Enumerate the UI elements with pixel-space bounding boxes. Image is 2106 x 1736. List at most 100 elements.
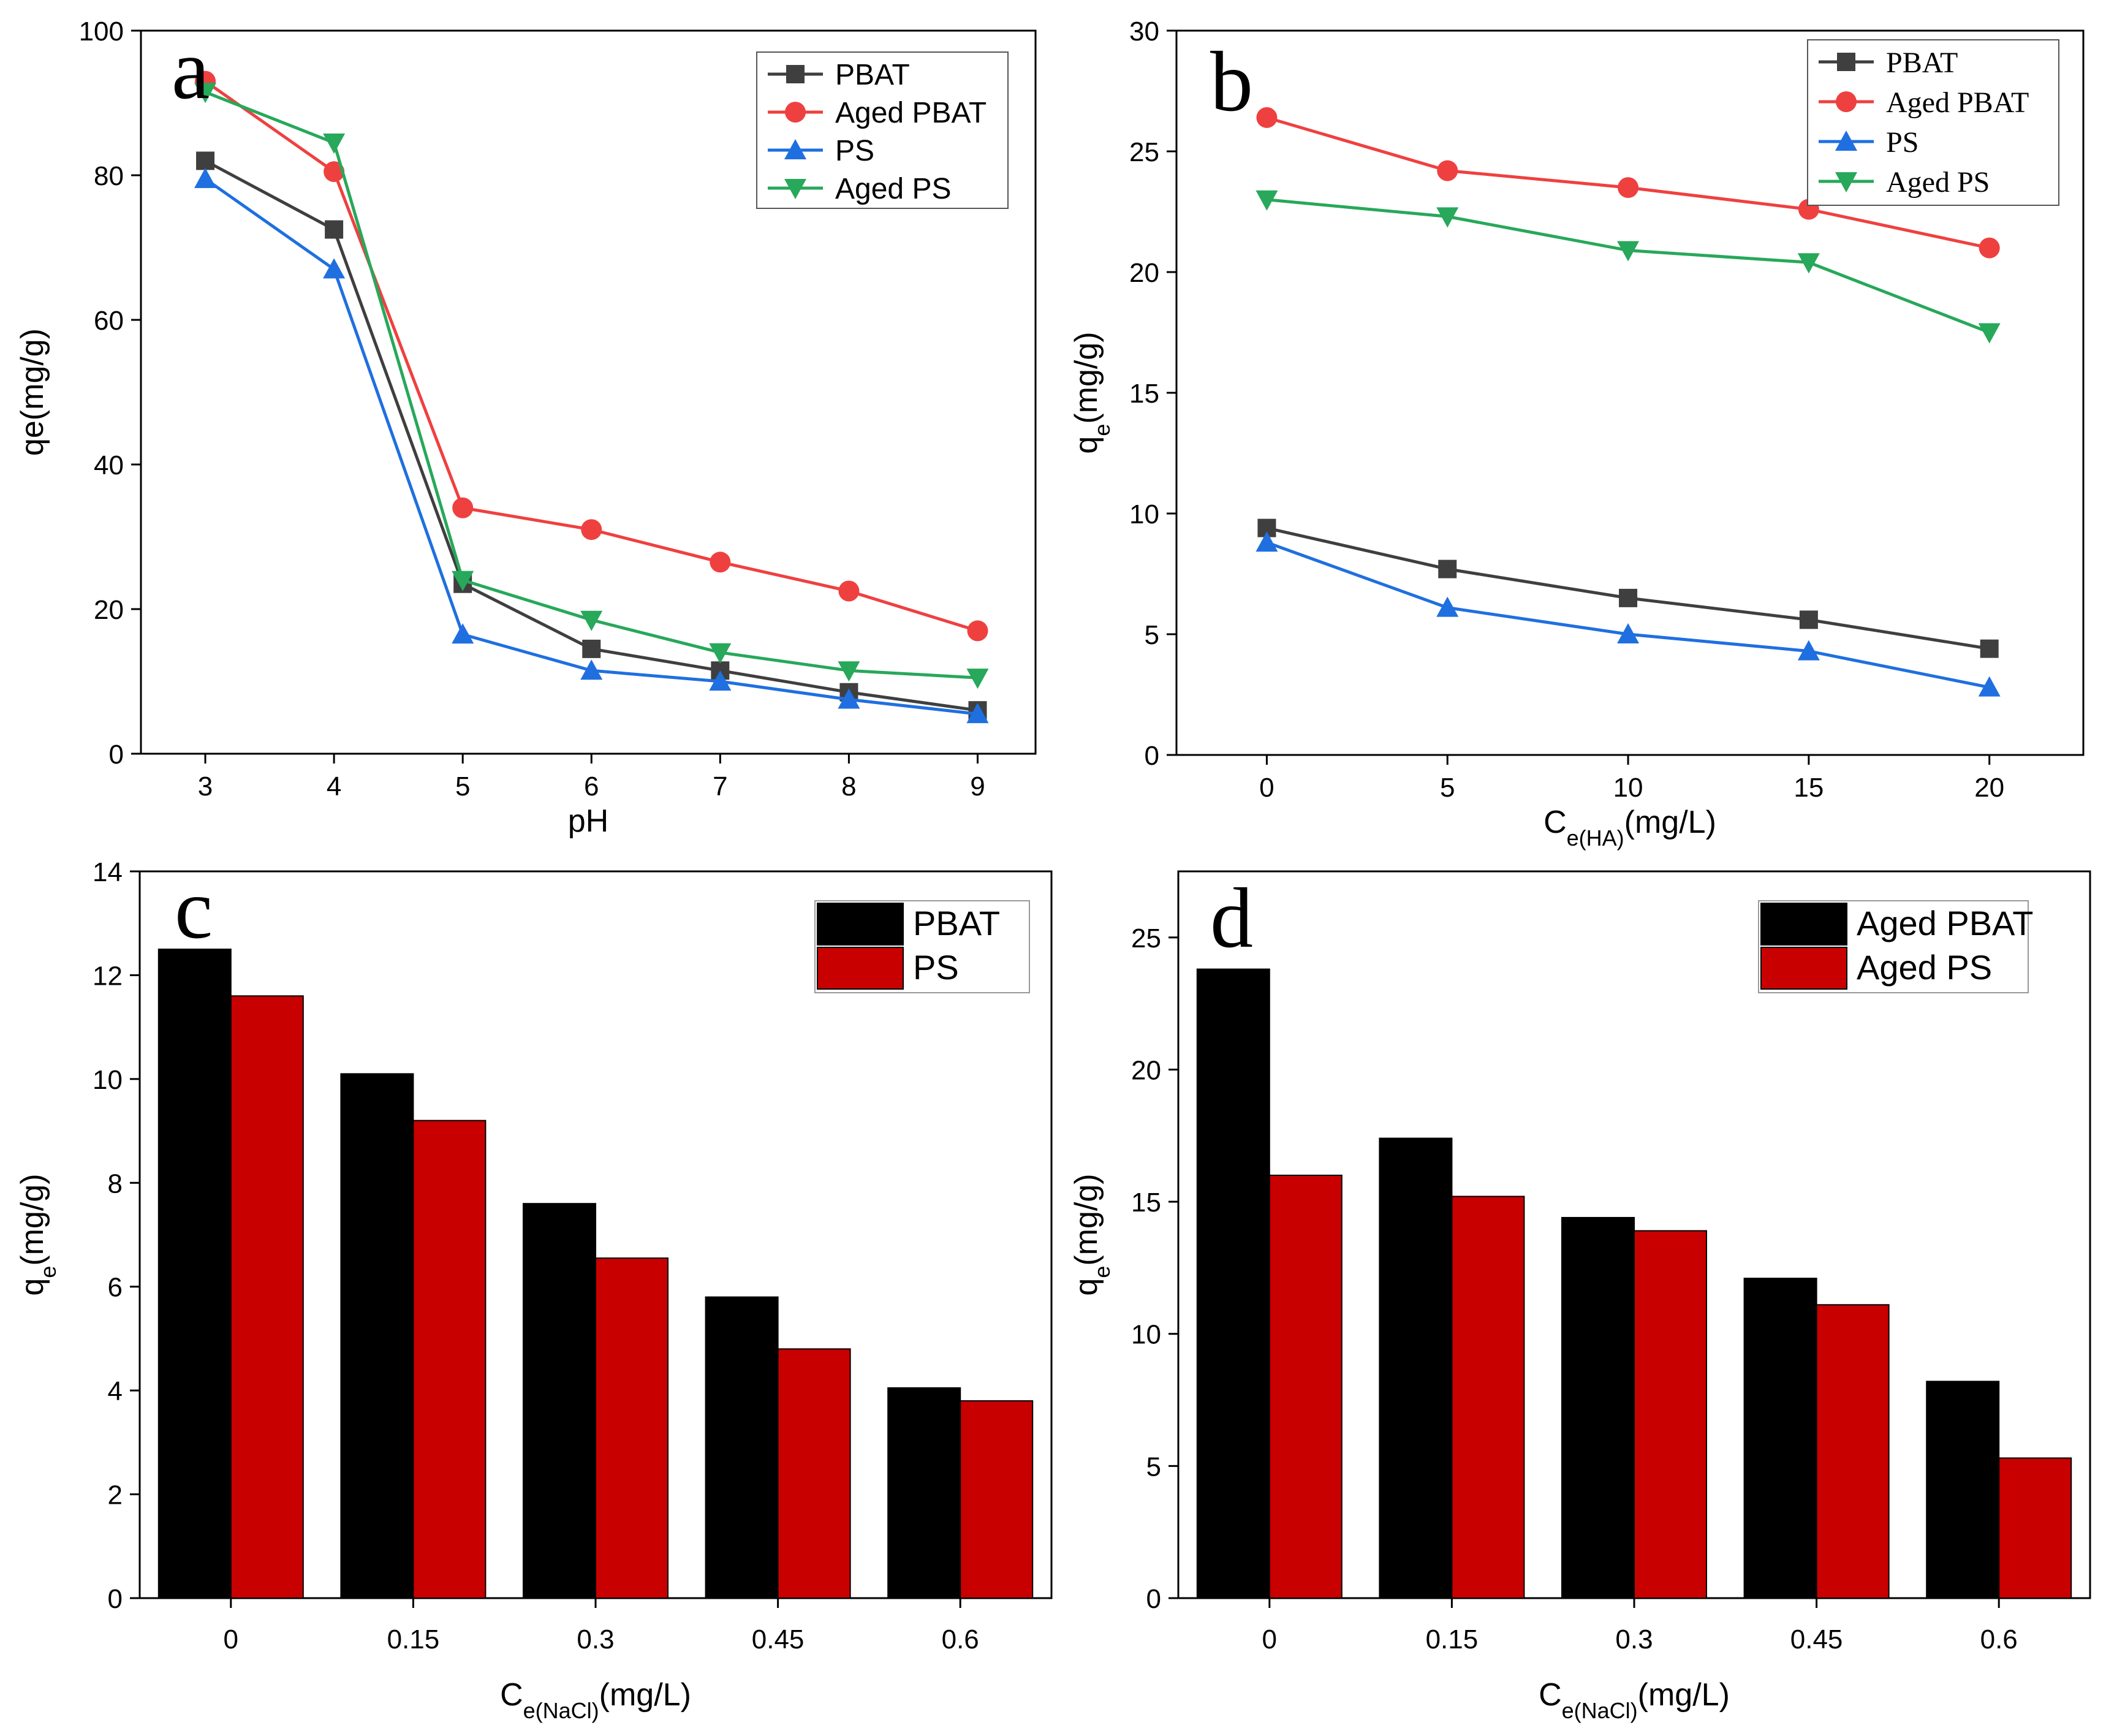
panel-a-series-ps-line <box>204 177 978 716</box>
panel-d-xtick-label: 0.45 <box>1790 1624 1843 1655</box>
panel-a-ytick-label: 80 <box>94 161 124 191</box>
panel-d-ytick-label: 20 <box>1131 1055 1161 1085</box>
panel-d-bar-aged-pbat <box>1561 1216 1635 1599</box>
panel-b-series-aged-pbat-point <box>1979 237 2000 259</box>
panel-c-bar-ps <box>412 1120 487 1599</box>
panel-a-legend-label: Aged PS <box>835 173 951 205</box>
panel-c: 0 2 4 6 8 10 12 14 0 0.15 0.3 0.45 0.6 PBAT PS qe(mg/g)… <box>15 857 1053 1723</box>
panel-a-series-pbat-point <box>196 151 215 170</box>
panel-a-xtick-label: 9 <box>970 771 985 802</box>
panel-b-legend-label: Aged PS <box>1886 166 1990 199</box>
panel-a-legend-marker <box>784 139 806 159</box>
panel-a-series-aged-ps-point <box>452 570 474 591</box>
panel-c-bar-pbat <box>523 1203 596 1599</box>
panel-b-ylabel: qe(mg/g) <box>1069 332 1115 453</box>
panel-a-series-ps-point <box>709 670 732 691</box>
panel-a-series-aged-pbat-point <box>710 552 731 573</box>
panel-b-ytick-label: 25 <box>1129 137 1159 167</box>
panel-b-xlabel: Ce(HA)(mg/L) <box>1544 805 1716 851</box>
panel-a-legend-marker <box>785 102 806 123</box>
panel-b-series-aged-ps-point <box>1797 253 1820 274</box>
panel-b-legend-marker <box>1836 91 1857 112</box>
panel-b-series-aged-ps-point <box>1978 323 2001 344</box>
panel-a-legend-label: PS <box>835 135 874 167</box>
panel-d-bar-aged-ps <box>1816 1304 1890 1599</box>
panel-a-series-aged-pbat-point <box>967 620 988 642</box>
panel-b-series-ps-point <box>1617 623 1640 643</box>
panel-b-legend-label: PS <box>1886 126 1919 159</box>
panel-a-ytick-label: 100 <box>79 17 124 47</box>
panel-a-xtick-label: 4 <box>327 771 341 802</box>
panel-b-series-pbat-point <box>1619 588 1638 607</box>
panel-c-ytick-label: 4 <box>108 1376 123 1406</box>
panel-b-series-aged-pbat-point <box>1437 160 1458 181</box>
panel-c-xtick-label: 0.15 <box>387 1624 440 1655</box>
panel-c-legend-swatch <box>817 947 904 990</box>
panel-c-legend-label: PBAT <box>913 904 1000 942</box>
panel-b: 0 5 10 15 20 25 30 0 5 10 15 20 PBAT Aged PBAT PS Aged … <box>1069 17 2085 851</box>
panel-c-xtick-label: 0 <box>224 1624 238 1655</box>
panel-a: 0 20 40 60 80 100 3 4 5 6 7 8 9 PBAT Aged PBAT PS Aged P… <box>15 17 1037 839</box>
panel-d-bar-aged-pbat <box>1743 1278 1817 1599</box>
panel-c-bar-ps <box>777 1348 851 1599</box>
panel-a-series-aged-ps-point <box>709 643 732 664</box>
panel-b-xtick-label: 15 <box>1794 773 1824 803</box>
panel-a-series-pbat-point <box>582 639 601 658</box>
panel-d-bar-aged-ps <box>1998 1457 2072 1599</box>
panel-c-ytick-label: 2 <box>108 1480 123 1510</box>
panel-a-frame <box>140 29 1037 755</box>
panel-b-series-aged-pbat-point <box>1618 177 1639 199</box>
panel-a-letter: a <box>172 22 210 117</box>
panel-a-series-ps-point <box>323 258 346 279</box>
panel-a-xtick-label: 7 <box>713 771 727 802</box>
panel-a-xtick-label: 6 <box>584 771 599 802</box>
panel-a-series-aged-pbat-point <box>838 580 860 602</box>
panel-c-bar-pbat <box>157 949 232 1599</box>
panel-d-legend-label: Aged PS <box>1857 948 1992 987</box>
panel-a-ytick-label: 40 <box>94 450 124 480</box>
panel-d-bar-aged-pbat <box>1196 968 1270 1599</box>
panel-d-xtick-label: 0 <box>1262 1624 1277 1655</box>
panel-a-legend-label: Aged PBAT <box>835 97 987 129</box>
panel-a-ytick-label: 20 <box>94 595 124 625</box>
panel-b-series-ps-point <box>1436 596 1459 617</box>
panel-c-letter: c <box>175 862 213 957</box>
panel-b-series-ps-point <box>1797 640 1820 661</box>
panel-c-xtick-label: 0.3 <box>577 1624 614 1655</box>
panel-a-series-aged-pbat-point <box>581 519 602 540</box>
panel-b-ytick-label: 5 <box>1145 620 1159 650</box>
panel-d-ytick-label: 0 <box>1146 1584 1161 1614</box>
panel-a-ytick-label: 0 <box>109 740 124 770</box>
panel-a-ytick-label: 60 <box>94 306 124 336</box>
panel-a-series-aged-pbat-point <box>324 161 345 183</box>
panel-a-series-ps-point <box>966 703 989 724</box>
panel-d-ytick-label: 10 <box>1131 1320 1161 1350</box>
panel-a-series-aged-ps-point <box>580 610 603 631</box>
panel-d-bar-aged-pbat <box>1379 1137 1453 1599</box>
panel-a-series-aged-ps-point <box>838 661 860 682</box>
panel-c-bar-ps <box>230 995 304 1599</box>
panel-a-series-aged-ps-point <box>194 83 217 104</box>
panel-d-ytick-label: 5 <box>1146 1452 1161 1482</box>
panel-b-legend-marker <box>1835 172 1857 192</box>
panel-b-series-aged-pbat-point <box>1256 107 1278 128</box>
panel-a-series-ps-point <box>838 688 860 709</box>
panel-d-bar-aged-ps <box>1451 1196 1525 1599</box>
panel-a-series-aged-pbat-point <box>452 497 474 518</box>
panel-d-xtick-label: 0.3 <box>1615 1624 1653 1655</box>
panel-b-xtick-label: 0 <box>1259 773 1274 803</box>
panel-b-letter: b <box>1210 34 1253 129</box>
panel-d-legend-swatch <box>1760 947 1847 990</box>
panel-a-series-ps-point <box>194 167 217 188</box>
panel-b-ytick-label: 10 <box>1129 499 1159 529</box>
panel-d-xlabel: Ce(NaCl)(mg/L) <box>1539 1677 1730 1723</box>
panel-b-series-pbat-point <box>1980 639 1999 658</box>
panel-d-bar-aged-pbat <box>1926 1381 2000 1599</box>
panel-c-xtick-label: 0.6 <box>942 1624 979 1655</box>
panel-b-ytick-label: 15 <box>1129 379 1159 409</box>
panel-d-ytick-label: 15 <box>1131 1188 1161 1218</box>
panel-b-series-aged-ps-point <box>1256 190 1278 211</box>
panel-c-ytick-label: 0 <box>108 1584 123 1614</box>
panel-a-series-aged-ps-point <box>323 133 346 154</box>
panel-c-bar-ps <box>595 1257 669 1599</box>
